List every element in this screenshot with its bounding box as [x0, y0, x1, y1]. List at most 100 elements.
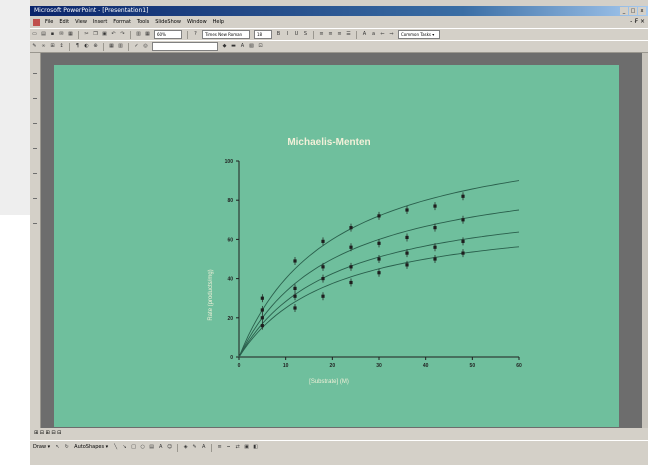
ruler-mark — [33, 173, 37, 174]
toolbar-separator — [356, 30, 357, 39]
copy-icon[interactable]: ❐ — [93, 31, 98, 37]
common-tasks-button[interactable]: Common Tasks ▾ — [398, 30, 440, 39]
menu-window[interactable]: Window — [186, 19, 207, 25]
decrease-font-icon[interactable]: a — [371, 31, 376, 37]
line-icon[interactable]: ╲ — [114, 444, 118, 450]
blank-field[interactable] — [152, 42, 218, 51]
window-title: Microsoft PowerPoint - [Presentation1] — [34, 7, 149, 14]
paste-icon[interactable]: ▣ — [102, 31, 107, 37]
menu-file[interactable]: File — [45, 19, 54, 25]
minimize-button[interactable]: _ — [620, 7, 628, 15]
font-name-select[interactable]: Times New Roman — [202, 30, 250, 39]
show-formatting-icon[interactable]: ¶ — [75, 43, 80, 49]
underline-icon[interactable]: U — [294, 31, 299, 37]
menu-help[interactable]: Help — [212, 19, 225, 25]
research-icon[interactable]: ◎ — [143, 43, 148, 49]
slide[interactable]: Michaelis-Menten [Substrate] (M) Rate (p… — [54, 65, 619, 427]
text-color-icon[interactable]: A — [201, 444, 206, 450]
arrow-icon[interactable]: ↘ — [122, 444, 127, 450]
oval-icon[interactable]: ○ — [140, 444, 145, 450]
arrow-left-icon[interactable]: ⇐ — [380, 31, 385, 37]
cut-icon[interactable]: ✂ — [84, 31, 89, 37]
title-bar[interactable]: Microsoft PowerPoint - [Presentation1] _… — [30, 6, 648, 16]
expand-icon[interactable]: ↕ — [59, 43, 64, 49]
shadow-icon[interactable]: S — [303, 31, 308, 37]
document-icon[interactable] — [33, 18, 40, 26]
format-painter-icon[interactable]: ✎ — [32, 43, 37, 49]
pen-color-icon[interactable]: ✎ — [192, 444, 197, 450]
dash-style-icon[interactable]: ┅ — [227, 444, 231, 450]
menu-insert[interactable]: Insert — [92, 19, 108, 25]
save-icon[interactable]: ▪ — [50, 31, 55, 37]
y-axis-label: Rate (products/mg) — [208, 269, 214, 320]
clipart-icon[interactable]: ☺ — [167, 444, 173, 450]
vertical-scrollbar[interactable] — [642, 53, 648, 428]
menu-edit[interactable]: Edit — [59, 19, 70, 25]
3d-style-icon[interactable]: ◧ — [253, 444, 259, 450]
increase-font-icon[interactable]: A — [362, 31, 367, 37]
draw-menu-button[interactable]: Draw ▾ — [33, 444, 51, 450]
email-icon[interactable]: ✉ — [59, 31, 64, 37]
wordart-icon[interactable]: A — [158, 444, 163, 450]
document-window-controls[interactable]: - ₣ × — [630, 18, 645, 25]
x-tick-label: 10 — [283, 363, 289, 369]
zoom-select[interactable]: 60% — [154, 30, 182, 39]
textbox-icon[interactable]: ▤ — [149, 444, 155, 450]
help-icon[interactable]: ? — [194, 31, 197, 37]
drawing-toolbar: Draw ▾ ↖ ↻ AutoShapes ▾ ╲ ↘ □ ○ ▤ A ☺ ◈ … — [30, 440, 648, 454]
select-objects-icon[interactable]: ↖ — [55, 444, 60, 450]
bullets-icon[interactable]: ☰ — [346, 31, 351, 37]
shadow-style-icon[interactable]: ▣ — [244, 444, 250, 450]
x-tick-label: 40 — [423, 363, 429, 369]
undo-icon[interactable]: ↶ — [111, 31, 116, 37]
zoom-icon[interactable]: ⊕ — [93, 43, 98, 49]
menu-bar: File Edit View Insert Format Tools Slide… — [30, 17, 648, 27]
design-icon[interactable]: ▧ — [249, 43, 254, 49]
column-icon[interactable]: ▥ — [118, 43, 123, 49]
slide-canvas[interactable]: Michaelis-Menten [Substrate] (M) Rate (p… — [41, 53, 643, 428]
align-left-icon[interactable]: ≡ — [319, 31, 324, 37]
italic-icon[interactable]: I — [286, 31, 289, 37]
tables-borders-icon[interactable]: ⊞ — [50, 43, 55, 49]
insert-chart-icon[interactable]: ▥ — [136, 31, 141, 37]
line-style-icon[interactable]: ≡ — [217, 444, 222, 450]
hyperlink-icon[interactable]: ∞ — [41, 43, 46, 49]
maximize-button[interactable]: □ — [629, 7, 637, 15]
menu-format[interactable]: Format — [113, 19, 131, 25]
arrow-right-icon[interactable]: ⇒ — [389, 31, 394, 37]
bold-icon[interactable]: B — [276, 31, 281, 37]
redo-icon[interactable]: ↷ — [120, 31, 125, 37]
table-icon[interactable]: ▦ — [109, 43, 114, 49]
align-right-icon[interactable]: ≡ — [337, 31, 342, 37]
font-color-icon[interactable]: A — [240, 43, 245, 49]
menu-view[interactable]: View — [75, 19, 87, 25]
close-button[interactable]: x — [638, 7, 646, 15]
align-center-icon[interactable]: ≡ — [328, 31, 333, 37]
spell-icon[interactable]: ✓ — [134, 43, 139, 49]
menu-slideshow[interactable]: SlideShow — [155, 19, 181, 25]
view-buttons[interactable]: ⊞ ⊟ ⊞ ⊟ ⊟ — [34, 430, 62, 436]
open-icon[interactable]: ▤ — [41, 31, 46, 37]
ruler-mark — [33, 223, 37, 224]
autoshapes-button[interactable]: AutoShapes ▾ — [74, 444, 109, 450]
y-tick-label: 20 — [227, 316, 233, 322]
x-tick-label: 30 — [376, 363, 382, 369]
menu-tools[interactable]: Tools — [136, 19, 150, 25]
rotate-icon[interactable]: ↻ — [64, 444, 69, 450]
window-controls: _ □ x — [620, 7, 646, 15]
fill-bucket-icon[interactable]: ◈ — [183, 444, 188, 450]
new-icon[interactable]: ▭ — [32, 31, 37, 37]
grayscale-icon[interactable]: ◐ — [84, 43, 89, 49]
line-color-icon[interactable]: ▬ — [231, 43, 236, 49]
print-icon[interactable]: ▦ — [68, 31, 73, 37]
new-slide-icon[interactable]: ⊡ — [258, 43, 263, 49]
font-size-select[interactable]: 18 — [254, 30, 272, 39]
rectangle-icon[interactable]: □ — [131, 444, 137, 450]
toolbar-separator — [211, 443, 213, 452]
arrow-style-icon[interactable]: ⇄ — [235, 444, 240, 450]
insert-table-icon[interactable]: ▦ — [145, 31, 150, 37]
fill-color-icon[interactable]: ◆ — [222, 43, 227, 49]
toolbar-separator — [69, 42, 70, 51]
ruler-mark — [33, 198, 37, 199]
left-margin — [0, 0, 30, 215]
